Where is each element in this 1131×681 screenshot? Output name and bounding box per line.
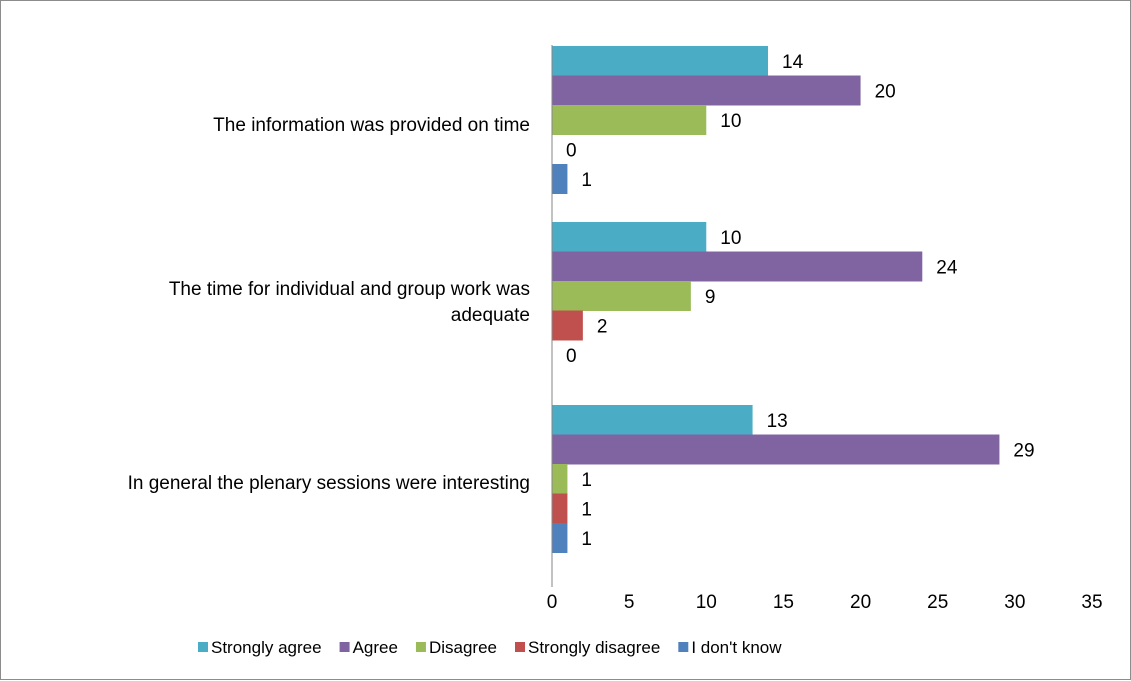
bar (552, 251, 923, 282)
data-label: 0 (566, 141, 577, 162)
x-tick-label: 15 (773, 592, 794, 613)
legend-item: I don't know (678, 638, 782, 657)
legend-label: Agree (353, 638, 398, 657)
legend-label: Strongly disagree (528, 638, 660, 657)
x-tick-label: 30 (1004, 592, 1025, 613)
legend-item: Strongly agree (198, 638, 322, 657)
legend: Strongly agree Agree Disagree Strongly disa… (198, 638, 782, 657)
category-labels: The information was provided on time The … (128, 115, 530, 494)
x-tick-label: 35 (1081, 592, 1102, 613)
bar (552, 105, 707, 135)
data-label: 0 (566, 346, 577, 367)
legend-swatch (415, 642, 426, 652)
bar (552, 523, 568, 553)
bar (552, 493, 568, 524)
data-label: 13 (767, 411, 788, 432)
data-label: 20 (875, 82, 896, 103)
bar (552, 75, 861, 106)
legend-item: Strongly disagree (515, 638, 660, 657)
data-label: 9 (705, 287, 716, 308)
bar (552, 434, 1000, 465)
legend-label: Disagree (429, 638, 497, 657)
data-label: 29 (1013, 441, 1034, 462)
bar (552, 405, 753, 435)
data-label: 14 (782, 52, 804, 73)
data-label: 2 (597, 317, 608, 338)
legend-item: Disagree (415, 638, 497, 657)
bars (552, 46, 1000, 553)
category-label-line: In general the plenary sessions were int… (128, 473, 530, 494)
bar (552, 281, 691, 311)
data-label: 24 (936, 258, 958, 279)
data-label: 10 (720, 111, 741, 132)
bar (552, 464, 568, 494)
category-label-line: adequate (451, 305, 530, 326)
data-label: 1 (581, 170, 592, 191)
category-label: The time for individual and group work w… (169, 279, 530, 326)
data-label: 10 (720, 228, 741, 249)
legend-label: Strongly agree (211, 638, 322, 657)
category-label: The information was provided on time (213, 115, 530, 136)
category-label-line: The time for individual and group work w… (169, 279, 530, 300)
bar (552, 46, 768, 76)
legend-label: I don't know (691, 638, 782, 657)
legend-swatch (339, 642, 350, 652)
data-label: 1 (581, 529, 592, 550)
x-tick-label: 10 (696, 592, 717, 613)
category-label: In general the plenary sessions were int… (128, 473, 530, 494)
x-tick-label: 20 (850, 592, 871, 613)
bar (552, 222, 707, 252)
x-tick-label: 5 (624, 592, 635, 613)
legend-item: Agree (339, 638, 398, 657)
bar (552, 164, 568, 194)
bar (552, 310, 583, 341)
legend-swatch (515, 642, 525, 652)
legend-swatch (198, 642, 208, 652)
data-label: 1 (581, 500, 592, 521)
legend-swatch (678, 642, 689, 652)
x-tick-labels: 0 5 10 15 20 25 30 35 (547, 592, 1103, 613)
category-label-line: The information was provided on time (213, 115, 530, 136)
x-tick-label: 0 (547, 592, 558, 613)
data-label: 1 (581, 470, 592, 491)
x-tick-label: 25 (927, 592, 948, 613)
